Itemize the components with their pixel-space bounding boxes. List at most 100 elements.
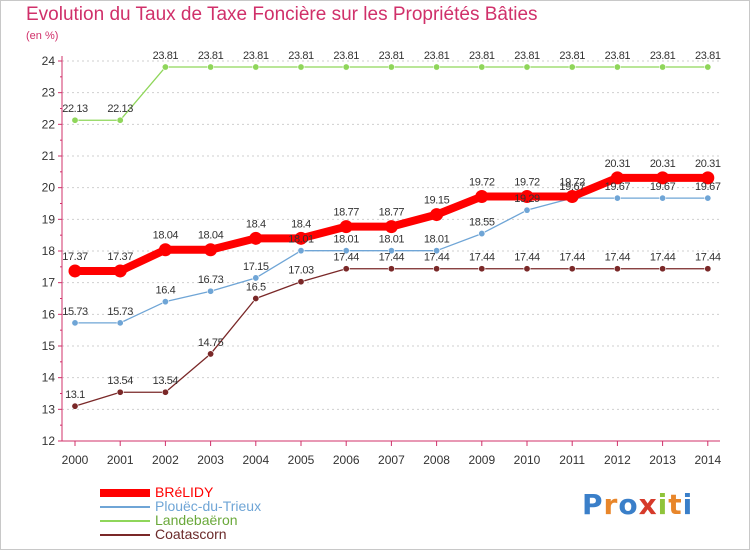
y-tick-label: 17 (42, 276, 56, 290)
data-point (523, 63, 531, 71)
data-label: 16.73 (198, 274, 224, 286)
data-point (659, 63, 667, 71)
x-tick-label: 2012 (604, 453, 631, 467)
data-label: 17.44 (695, 252, 721, 264)
legend-label: Plouëc-du-Trieux (155, 498, 262, 514)
data-point (161, 388, 169, 396)
data-label: 18.01 (333, 234, 359, 246)
data-label: 23.81 (379, 50, 405, 62)
data-point (387, 265, 395, 273)
data-point (433, 247, 441, 255)
y-tick-label: 15 (42, 339, 56, 353)
x-tick-label: 2008 (423, 453, 450, 467)
data-point (659, 265, 667, 273)
data-point (704, 63, 712, 71)
data-label: 14.75 (198, 337, 224, 349)
data-point (252, 294, 260, 302)
y-tick-label: 13 (42, 402, 56, 416)
x-tick-label: 2006 (333, 453, 360, 467)
data-point (252, 63, 260, 71)
data-label: 15.73 (107, 306, 133, 318)
data-point (704, 265, 712, 273)
data-label: 22.13 (62, 103, 88, 115)
data-point (297, 278, 305, 286)
logo-letter: r (603, 488, 619, 521)
data-label: 19.72 (514, 177, 540, 189)
data-point (478, 230, 486, 238)
x-tick-label: 2007 (378, 453, 405, 467)
data-point (71, 116, 79, 124)
data-label: 18.4 (291, 218, 311, 230)
data-label: 23.81 (559, 50, 585, 62)
data-label: 17.44 (514, 252, 540, 264)
data-label: 15.73 (62, 306, 88, 318)
data-point (475, 190, 489, 204)
data-point (161, 298, 169, 306)
data-point (613, 63, 621, 71)
data-label: 18.04 (153, 230, 179, 242)
data-label: 22.13 (107, 103, 133, 115)
data-label: 20.31 (695, 158, 721, 170)
x-tick-label: 2010 (514, 453, 541, 467)
data-point (342, 63, 350, 71)
y-tick-label: 23 (42, 86, 56, 100)
data-point (68, 264, 82, 278)
data-label: 18.4 (246, 218, 266, 230)
data-label: 20.31 (605, 158, 631, 170)
data-point (116, 116, 124, 124)
data-point (342, 247, 350, 255)
data-label: 23.81 (198, 50, 224, 62)
y-tick-label: 21 (42, 149, 56, 163)
data-point (71, 402, 79, 410)
y-tick-label: 16 (42, 307, 56, 321)
unit-label: (en %) (26, 30, 59, 42)
data-label: 19.67 (695, 181, 721, 193)
data-label: 18.01 (424, 234, 450, 246)
legend-swatch (100, 520, 150, 522)
data-label: 19.72 (559, 177, 585, 189)
data-label: 13.54 (107, 375, 133, 387)
data-point (478, 265, 486, 273)
data-point (207, 287, 215, 295)
legend-label: BRéLIDY (155, 484, 214, 500)
data-point (387, 63, 395, 71)
data-label: 18.01 (288, 234, 314, 246)
legend-label: Coatascorn (155, 526, 227, 542)
data-point (71, 319, 79, 327)
data-label: 17.44 (559, 252, 585, 264)
data-label: 23.81 (333, 50, 359, 62)
data-point (384, 220, 398, 234)
data-label: 18.04 (198, 230, 224, 242)
data-label: 23.81 (243, 50, 269, 62)
data-label: 23.81 (514, 50, 540, 62)
data-point (297, 63, 305, 71)
data-label: 17.44 (469, 252, 495, 264)
data-point (252, 274, 260, 282)
y-tick-label: 22 (42, 117, 56, 131)
data-label: 17.37 (62, 251, 88, 263)
logo-letter: P (582, 488, 604, 521)
data-point (207, 350, 215, 358)
data-label: 16.5 (246, 282, 266, 294)
x-tick-label: 2011 (559, 453, 585, 467)
data-point (297, 247, 305, 255)
logo-letter: x (638, 488, 658, 521)
data-point (430, 208, 444, 222)
logo-letter: o (618, 488, 639, 521)
data-point (249, 231, 263, 245)
data-label: 23.81 (605, 50, 631, 62)
y-tick-label: 12 (42, 434, 56, 448)
logo-letter: t (668, 488, 683, 521)
data-point (701, 171, 715, 185)
x-tick-label: 2003 (197, 453, 224, 467)
data-label: 19.29 (514, 193, 540, 205)
data-label: 17.03 (288, 265, 314, 277)
data-label: 17.44 (650, 252, 676, 264)
legend-swatch (100, 506, 150, 508)
data-label: 18.77 (333, 207, 359, 219)
data-point (116, 319, 124, 327)
data-label: 19.67 (605, 181, 631, 193)
data-point (610, 171, 624, 185)
data-point (613, 265, 621, 273)
data-point (568, 63, 576, 71)
